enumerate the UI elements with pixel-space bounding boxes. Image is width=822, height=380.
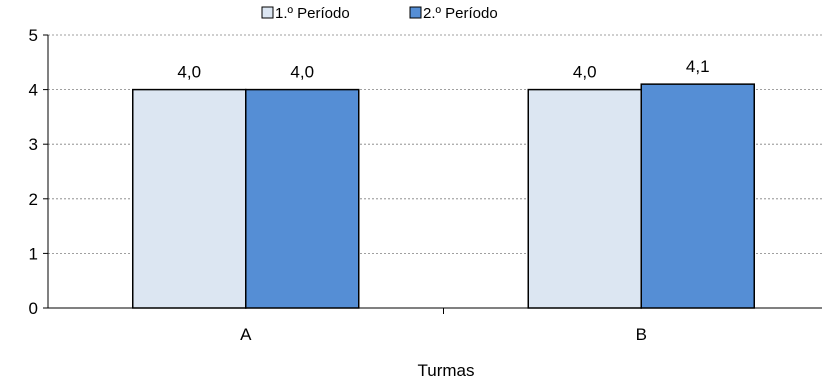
bar-A-series-1: [132, 88, 247, 309]
x-tick-label: A: [240, 325, 252, 344]
bars: [132, 83, 755, 309]
data-label: 4,0: [573, 63, 597, 82]
y-tick-label: 5: [29, 26, 38, 45]
legend-swatch: [261, 6, 274, 19]
legend-label: 1.º Período: [275, 5, 350, 22]
legend-label: 2.º Período: [423, 5, 498, 22]
data-label: 4,0: [290, 63, 314, 82]
bar-B-series-2: [640, 83, 755, 309]
data-label: 4,0: [177, 63, 201, 82]
y-tick-label: 0: [29, 299, 38, 318]
y-tick-label: 3: [29, 135, 38, 154]
y-tick-label: 2: [29, 190, 38, 209]
legend-swatch: [409, 6, 422, 19]
y-axis-ticks: 0 1 2 3 4 5: [29, 26, 48, 318]
y-tick-label: 4: [29, 81, 38, 100]
bar-B-series-1: [527, 88, 642, 309]
x-tick-label: B: [636, 325, 647, 344]
bar-A-series-2: [245, 88, 360, 309]
y-tick-label: 1: [29, 244, 38, 263]
x-axis-title: Turmas: [418, 361, 475, 380]
data-label: 4,1: [686, 57, 710, 76]
data-labels: 4,0 4,0 4,0 4,1: [177, 57, 709, 81]
legend: 1.º Período 2.º Período: [261, 5, 498, 22]
